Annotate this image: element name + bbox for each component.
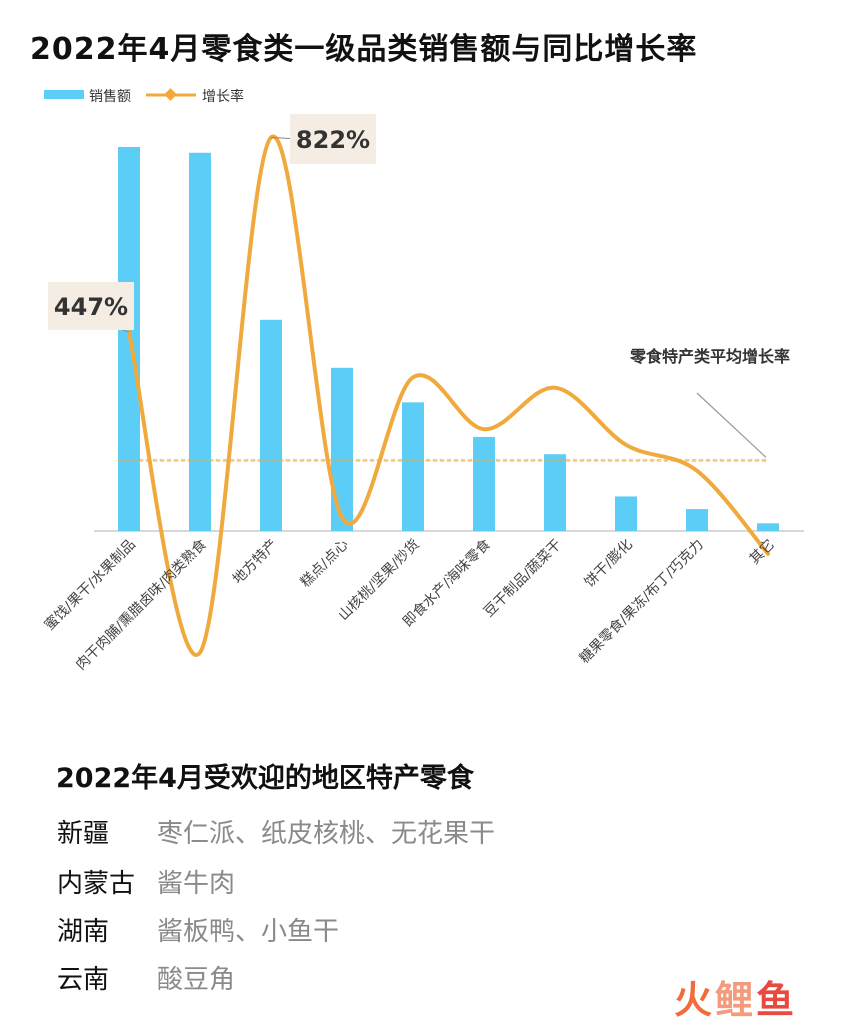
annotation-box xyxy=(290,114,376,164)
section-title: 2022年4月受欢迎的地区特产零食 xyxy=(56,763,474,794)
x-tick-label: 肉干肉脯/熏腊卤味/肉类熟食 xyxy=(72,536,209,673)
bar-7 xyxy=(615,496,637,531)
legend-line-label: 增长率 xyxy=(202,88,244,105)
bar-1 xyxy=(189,152,211,531)
legend-bar-label: 销售额 xyxy=(89,89,131,105)
legend-line-marker xyxy=(164,88,177,101)
region-row-hunan: 湖南 酱板鸭、小鱼干 xyxy=(57,911,339,948)
chart-title: 2022年4月零食类一级品类销售额与同比增长率 xyxy=(30,32,698,67)
bar-5 xyxy=(473,436,495,531)
x-tick-label: 其它 xyxy=(746,536,778,568)
x-tick-label: 糕点/点心 xyxy=(298,537,352,591)
region-items: 枣仁派、纸皮核桃、无花果干 xyxy=(157,819,496,849)
bar-6 xyxy=(544,454,566,531)
region-name: 云南 xyxy=(57,965,110,995)
annotations: 447% 822% xyxy=(48,114,376,333)
x-tick-label: 糖果零食/果冻/布丁/巧克力 xyxy=(576,536,707,667)
reference-line-label: 零食特产类平均增长率 xyxy=(629,347,790,366)
annotation-box xyxy=(48,282,134,330)
bar-8 xyxy=(686,509,708,531)
watermark-logo: 火鲤鱼 xyxy=(674,978,798,1022)
x-tick-label: 饼干/膨化 xyxy=(581,536,636,591)
line-series xyxy=(127,134,770,657)
bar-4 xyxy=(402,402,424,531)
region-row-xinjiang: 新疆 枣仁派、纸皮核桃、无花果干 xyxy=(57,813,495,850)
region-items: 酱牛肉 xyxy=(157,869,236,899)
region-row-neimenggu: 内蒙古 酱牛肉 xyxy=(57,863,235,900)
bar-series xyxy=(118,147,779,531)
legend: 销售额 增长率 xyxy=(44,88,244,105)
bar-3 xyxy=(331,367,353,531)
reference-line-pointer xyxy=(696,392,767,458)
x-tick-label: 地方特产 xyxy=(230,537,281,588)
chart: 销售额 增长率 零食特产类平均增长率 447% 822% 蜜饯/果干/水果制品肉干… xyxy=(42,88,804,673)
region-name: 内蒙古 xyxy=(57,869,136,899)
region-name: 湖南 xyxy=(57,917,110,947)
x-tick-label: 豆干制品/蔬菜干 xyxy=(481,537,565,621)
bar-9 xyxy=(757,523,779,531)
annotation-label: 822% xyxy=(296,126,370,154)
bar-2 xyxy=(260,319,282,531)
region-row-yunnan: 云南 酸豆角 xyxy=(57,959,235,996)
region-items: 酸豆角 xyxy=(157,965,236,995)
region-items: 酱板鸭、小鱼干 xyxy=(157,917,340,947)
region-name: 新疆 xyxy=(57,819,110,849)
growth-rate-line xyxy=(127,134,770,657)
legend-bar-swatch xyxy=(44,90,84,99)
annotation-label: 447% xyxy=(54,293,128,321)
